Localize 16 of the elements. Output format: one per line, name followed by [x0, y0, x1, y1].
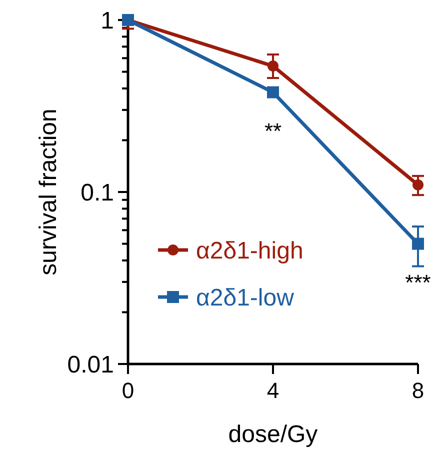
x-tick-label: 8: [412, 378, 424, 403]
x-tick-label: 4: [266, 378, 280, 403]
y-tick-label: 0.01: [67, 351, 114, 378]
legend-label: α2δ1-low: [196, 284, 295, 312]
y-tick-label: 0.1: [80, 179, 114, 206]
legend-label: α2δ1-high: [196, 237, 304, 264]
y-axis-title: survival fraction: [35, 108, 62, 276]
x-tick-label: 0: [122, 378, 134, 403]
x-axis-title: dose/Gy: [228, 421, 318, 448]
annotation: ***: [405, 270, 432, 295]
y-tick-label: 1: [100, 7, 114, 34]
point: [268, 60, 278, 72]
annotation: **: [264, 118, 282, 144]
point: [412, 238, 424, 250]
point: [267, 86, 279, 98]
point: [412, 179, 424, 190]
